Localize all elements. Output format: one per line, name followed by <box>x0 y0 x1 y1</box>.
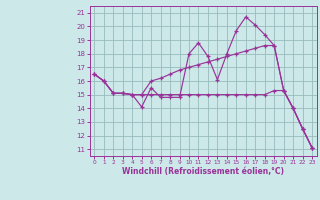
X-axis label: Windchill (Refroidissement éolien,°C): Windchill (Refroidissement éolien,°C) <box>122 167 284 176</box>
